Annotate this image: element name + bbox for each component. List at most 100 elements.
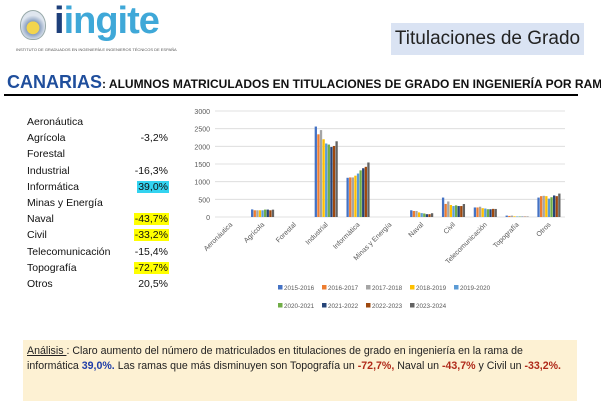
bar — [513, 216, 516, 217]
bar — [449, 204, 453, 217]
bar — [415, 210, 418, 217]
analysis-value: -72,7%, — [357, 360, 395, 372]
legend-swatch — [366, 285, 371, 290]
bar — [457, 206, 460, 217]
bar — [271, 209, 275, 217]
branch-label: Aeronáutica — [27, 116, 84, 128]
bar — [550, 197, 553, 217]
bar — [462, 204, 466, 217]
region-name: CANARIAS — [7, 72, 103, 92]
y-tick-label: 500 — [198, 197, 210, 204]
heading-text: : ALUMNOS MATRICULADOS EN TITULACIONES D… — [102, 77, 601, 91]
branch-label: Minas y Energía — [27, 197, 103, 209]
analysis-value: -43,7% — [441, 360, 476, 372]
legend-swatch — [410, 303, 415, 308]
x-tick-label: Forestal — [275, 221, 298, 244]
x-tick-label: Naval — [408, 221, 426, 239]
branch-label: Naval — [27, 213, 54, 226]
bar — [327, 144, 330, 217]
legend-label: 2021-2022 — [328, 303, 359, 310]
variation-row: Telecomunicación -15,4% — [27, 246, 169, 260]
bar — [335, 141, 338, 217]
bar — [346, 177, 349, 217]
branch-label: Telecomunicación — [27, 245, 111, 258]
branch-label: Forestal — [27, 148, 65, 161]
bar — [555, 196, 558, 217]
variation-value: 20,5% — [138, 278, 168, 290]
bar — [322, 139, 325, 217]
y-tick-label: 1000 — [194, 180, 210, 187]
variation-value: -43,7% — [133, 213, 169, 226]
bar — [428, 214, 431, 217]
x-tick-label: Otros — [535, 221, 552, 238]
legend-label: 2018-2019 — [416, 285, 447, 292]
emblem-icon — [20, 10, 46, 40]
divider — [4, 94, 578, 96]
bar — [261, 210, 264, 217]
bar — [481, 208, 484, 217]
bar — [412, 210, 416, 217]
bar — [545, 196, 548, 217]
bar — [266, 209, 269, 217]
bar — [332, 145, 336, 217]
bar — [258, 210, 262, 217]
analysis-box: Análisis : Claro aumento del número de m… — [23, 340, 577, 401]
bar — [441, 197, 445, 217]
variation-row: Informática 39,0% — [27, 180, 169, 195]
bar — [491, 208, 495, 217]
bar — [325, 143, 328, 217]
variation-row: Aeronáutica — [27, 116, 169, 130]
x-tick-label: Informática — [332, 221, 362, 251]
bar — [356, 173, 360, 217]
bar — [505, 215, 508, 217]
bar — [330, 147, 333, 217]
x-tick-label: Industrial — [305, 221, 330, 246]
variation-row: Minas y Energía — [27, 197, 169, 211]
bar — [454, 205, 458, 217]
bar — [537, 197, 540, 217]
legend-label: 2023-2024 — [416, 303, 447, 310]
legend-swatch — [278, 303, 283, 308]
analysis-label: Análisis — [27, 345, 67, 357]
legend-label: 2017-2018 — [372, 285, 403, 292]
bar — [518, 216, 521, 217]
variation-row: Otros 20,5% — [27, 278, 169, 292]
branch-label: Topografía — [27, 261, 77, 274]
bar — [425, 214, 429, 217]
bar — [444, 203, 447, 217]
variation-row: Topografía -72,7% — [27, 261, 169, 276]
analysis-text: : Claro aumento del número de matriculad… — [27, 345, 523, 372]
bar — [314, 126, 317, 217]
bar — [367, 162, 370, 217]
legend-swatch — [410, 285, 415, 290]
bar — [447, 201, 450, 217]
branch-label: Otros — [27, 278, 53, 290]
bar — [460, 206, 463, 217]
logo: iingite INSTITUTO DE GRADUADOS EN INGENI… — [16, 0, 206, 56]
legend-swatch — [454, 285, 459, 290]
legend-label: 2019-2020 — [460, 285, 491, 292]
bar — [539, 196, 543, 217]
variation-row: Agrícola -3,2% — [27, 132, 169, 146]
logo-word: iingite — [54, 0, 160, 42]
bar — [510, 215, 514, 217]
y-tick-label: 0 — [206, 215, 210, 222]
variation-value: -15,4% — [134, 245, 168, 258]
bar — [494, 208, 497, 217]
y-tick-label: 1500 — [194, 162, 210, 169]
section-heading: CANARIAS: ALUMNOS MATRICULADOS EN TITULA… — [7, 72, 601, 93]
variation-row: Forestal — [27, 148, 169, 162]
bar — [452, 206, 455, 217]
legend-label: 2022-2023 — [372, 303, 403, 310]
variation-value: -72,7% — [133, 261, 169, 274]
analysis-text: Las ramas que más disminuyen son Topogra… — [114, 360, 358, 372]
bar — [251, 209, 254, 217]
bar — [476, 207, 479, 217]
legend-label: 2015-2016 — [284, 285, 315, 292]
y-tick-label: 2500 — [194, 127, 210, 134]
bar — [349, 177, 352, 217]
analysis-text: Naval un — [394, 360, 442, 372]
bar — [420, 213, 423, 217]
bar — [473, 207, 477, 217]
bar — [410, 210, 413, 217]
